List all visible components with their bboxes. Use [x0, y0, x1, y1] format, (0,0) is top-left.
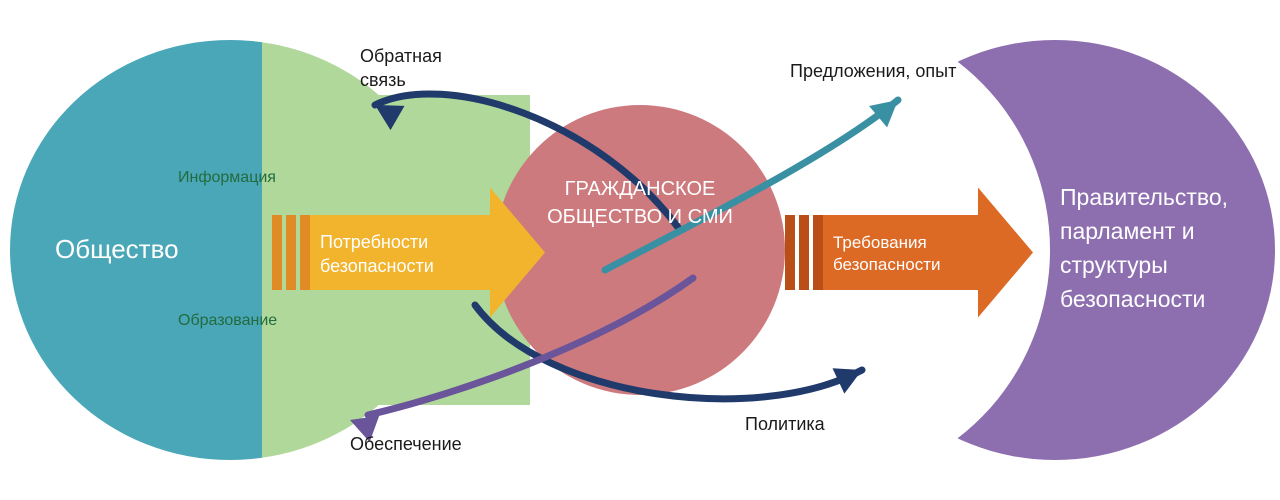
label-policy: Политика [745, 414, 826, 434]
label-information: Информация [178, 169, 276, 186]
label-feedback-2: связь [360, 70, 406, 90]
label-provision: Обеспечение [350, 434, 462, 454]
label-education: Образование [178, 312, 277, 329]
label-feedback: Обратная [360, 46, 442, 66]
label-society: Общество [55, 234, 179, 264]
diagram-canvas: Общество Правительство,парламент иструкт… [0, 0, 1280, 500]
label-proposals: Предложения, опыт [790, 61, 956, 81]
